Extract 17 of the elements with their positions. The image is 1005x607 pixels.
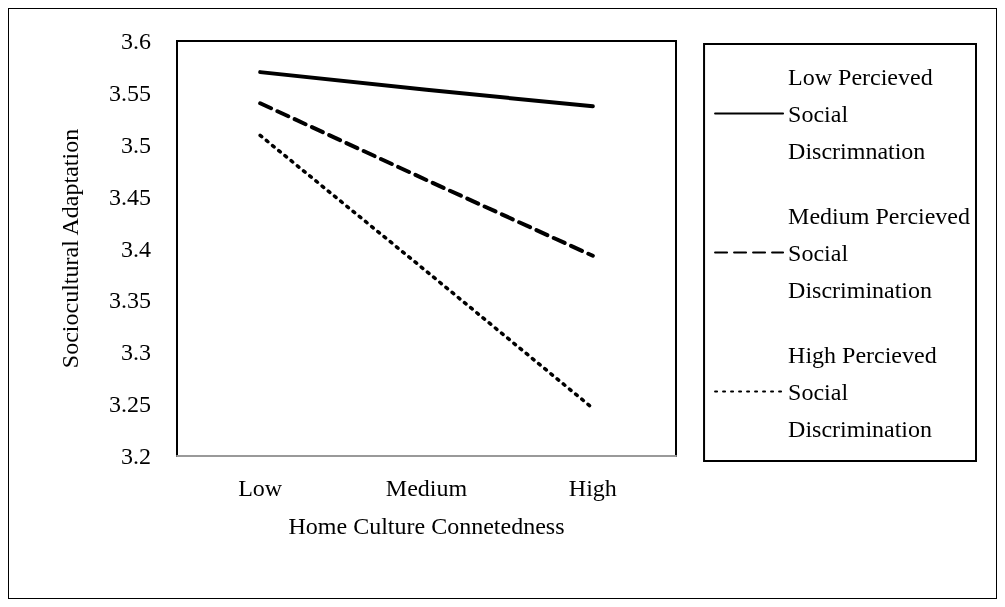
legend-label: High Percieved Social Discrimination [788,341,937,442]
y-tick-label: 3.6 [121,28,151,54]
y-axis-title: Sociocultural Adaptation [57,128,83,369]
y-tick-label: 3.35 [109,287,151,314]
x-tick-label: High [568,475,617,501]
y-tick-label: 3.4 [121,235,151,262]
y-tick-label: 3.3 [121,339,151,366]
y-tick-label: 3.25 [109,391,151,418]
legend-label: Medium Percieved Social Discrimination [788,202,971,303]
y-tick-label: 3.55 [109,79,151,106]
x-tick-label: Low [238,475,283,501]
x-tick-label: Medium [385,475,468,501]
y-tick-label: 3.2 [121,443,151,469]
x-axis-title: Home Culture Connetedness [288,513,565,539]
legend-label: Low Percieved Social Discrimnation [788,63,933,164]
y-tick-label: 3.45 [109,183,151,210]
y-tick-label: 3.5 [121,131,151,158]
